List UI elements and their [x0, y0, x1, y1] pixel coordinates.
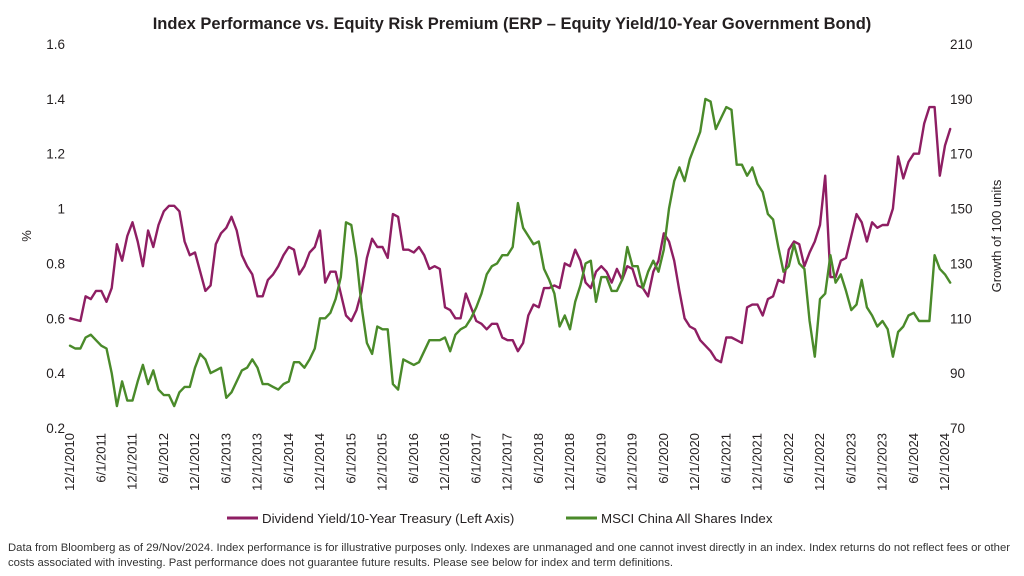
left-tick-label: 1.6: [46, 37, 65, 52]
legend: Dividend Yield/10-Year Treasury (Left Ax…: [227, 511, 773, 526]
x-tick-label: 12/1/2021: [750, 433, 765, 491]
x-tick-label: 12/1/2018: [562, 433, 577, 491]
x-tick-label: 12/1/2012: [187, 433, 202, 491]
right-tick-label: 70: [950, 421, 965, 436]
left-tick-label: 1.4: [46, 92, 65, 107]
right-tick-label: 130: [950, 256, 973, 271]
x-tick-label: 12/1/2024: [937, 433, 952, 491]
x-tick-label: 6/1/2016: [406, 433, 421, 484]
left-tick-label: 0.2: [46, 421, 65, 436]
right-tick-label: 210: [950, 37, 973, 52]
x-tick-label: 6/1/2014: [281, 433, 296, 484]
x-tick-label: 6/1/2018: [531, 433, 546, 484]
right-tick-label: 190: [950, 92, 973, 107]
left-tick-label: 0.4: [46, 366, 65, 381]
x-tick-label: 12/1/2020: [687, 433, 702, 491]
left-axis: 0.2 0.4 0.6 0.8 1 1.2 1.4 1.6: [46, 37, 65, 436]
series-line-msci-china: [68, 97, 952, 408]
right-tick-label: 110: [950, 311, 972, 326]
left-tick-label: 1: [57, 202, 65, 217]
legend-label-msci-china: MSCI China All Shares Index: [601, 511, 773, 526]
plot-area: [68, 97, 952, 408]
footnote: Data from Bloomberg as of 29/Nov/2024. I…: [8, 542, 1011, 569]
x-tick-label: 6/1/2020: [656, 433, 671, 484]
x-tick-label: 12/1/2023: [875, 433, 890, 491]
x-tick-label: 12/1/2016: [437, 433, 452, 491]
chart-title: Index Performance vs. Equity Risk Premiu…: [153, 15, 872, 33]
left-tick-label: 0.6: [46, 311, 65, 326]
x-tick-label: 12/1/2014: [312, 433, 327, 491]
x-tick-label: 6/1/2013: [218, 433, 233, 484]
x-tick-label: 6/1/2021: [718, 433, 733, 484]
x-tick-label: 6/1/2015: [343, 433, 358, 484]
x-tick-label: 12/1/2015: [375, 433, 390, 491]
x-tick-label: 12/1/2017: [500, 433, 515, 491]
right-axis-label: Growth of 100 units: [989, 179, 1004, 292]
right-tick-label: 150: [950, 202, 973, 217]
x-axis: 12/1/2010 6/1/2011 12/1/2011 6/1/2012 12/1/2…: [62, 433, 952, 491]
series-line-dividend-yield: [68, 105, 952, 364]
x-tick-label: 6/1/2012: [156, 433, 171, 484]
x-tick-label: 6/1/2017: [468, 433, 483, 484]
left-tick-label: 1.2: [46, 147, 65, 162]
left-axis-label: %: [19, 230, 34, 242]
left-tick-label: 0.8: [46, 256, 65, 271]
x-tick-label: 6/1/2011: [93, 433, 108, 483]
legend-label-dividend-yield: Dividend Yield/10-Year Treasury (Left Ax…: [262, 511, 514, 526]
x-tick-label: 12/1/2022: [812, 433, 827, 491]
chart: Index Performance vs. Equity Risk Premiu…: [19, 15, 1004, 526]
x-tick-label: 6/1/2022: [781, 433, 796, 484]
right-axis: 70 90 110 130 150 170 190 210: [950, 37, 973, 436]
x-tick-label: 12/1/2013: [250, 433, 265, 491]
right-tick-label: 90: [950, 366, 965, 381]
x-tick-label: 12/1/2011: [125, 433, 140, 490]
x-tick-label: 12/1/2019: [625, 433, 640, 491]
x-tick-label: 6/1/2019: [593, 433, 608, 484]
x-tick-label: 6/1/2024: [906, 433, 921, 484]
x-tick-label: 12/1/2010: [62, 433, 77, 491]
x-tick-label: 6/1/2023: [843, 433, 858, 484]
right-tick-label: 170: [950, 147, 973, 162]
